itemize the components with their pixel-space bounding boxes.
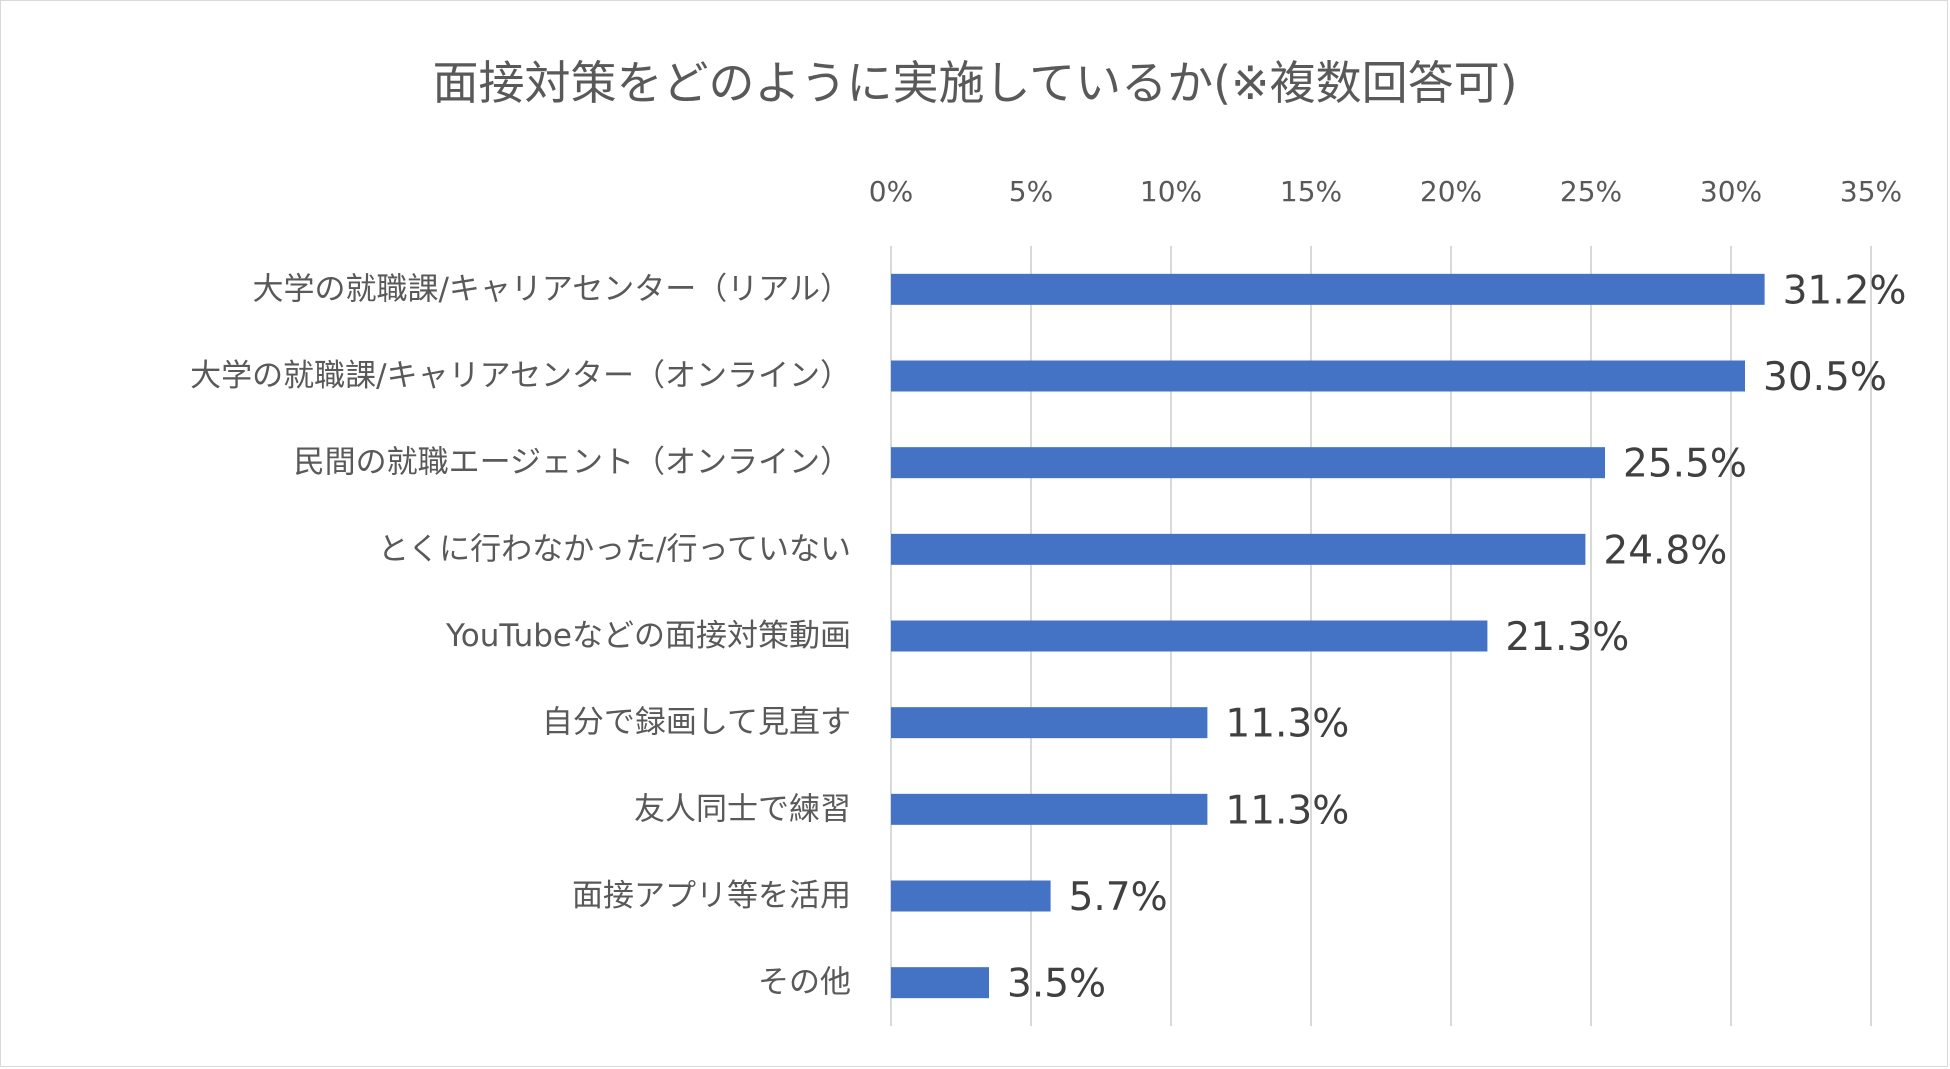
- x-tick-label: 20%: [1420, 175, 1482, 208]
- category-label: とくに行わなかった/行っていない: [378, 531, 851, 567]
- category-label: 面接アプリ等を活用: [572, 878, 851, 914]
- data-label: 5.7%: [1069, 875, 1168, 920]
- x-tick-label: 10%: [1140, 175, 1202, 208]
- x-tick-label: 0%: [869, 175, 913, 208]
- data-label: 11.3%: [1225, 702, 1349, 747]
- category-label: その他: [758, 965, 851, 1001]
- data-label: 11.3%: [1225, 788, 1349, 833]
- x-tick-label: 25%: [1560, 175, 1622, 208]
- data-label: 3.5%: [1007, 962, 1106, 1007]
- bar: [891, 273, 1765, 305]
- data-label: 31.2%: [1783, 268, 1907, 313]
- category-labels: 大学の就職課/キャリアセンター（リアル） 大学の就職課/キャリアセンター（オンライ…: [190, 271, 851, 1000]
- bar: [891, 707, 1208, 739]
- bar: [891, 793, 1208, 825]
- category-label: 自分で録画して見直す: [542, 705, 851, 741]
- bar: [891, 447, 1605, 479]
- bars: [891, 273, 1765, 999]
- data-label: 21.3%: [1505, 615, 1629, 660]
- bar: [891, 533, 1586, 565]
- category-label: 大学の就職課/キャリアセンター（リアル）: [252, 271, 851, 307]
- x-tick-label: 35%: [1840, 175, 1902, 208]
- category-label: 友人同士で練習: [634, 791, 851, 827]
- bar: [891, 967, 989, 999]
- category-label: YouTubeなどの面接対策動画: [445, 618, 851, 654]
- data-label: 30.5%: [1763, 355, 1887, 400]
- x-tick-label: 15%: [1280, 175, 1342, 208]
- x-axis-ticks: 0% 5% 10% 15% 20% 25% 30% 35%: [869, 175, 1902, 208]
- data-label: 24.8%: [1603, 528, 1727, 573]
- category-label: 大学の就職課/キャリアセンター（オンライン）: [190, 358, 851, 394]
- x-tick-label: 5%: [1009, 175, 1053, 208]
- bar: [891, 620, 1488, 652]
- category-label: 民間の就職エージェント（オンライン）: [294, 445, 851, 481]
- bar: [891, 880, 1051, 912]
- data-labels: 31.2% 30.5% 25.5% 24.8% 21.3% 11.3% 11.3% 5.7% 3…: [1007, 268, 1907, 1006]
- x-tick-label: 30%: [1700, 175, 1762, 208]
- data-label: 25.5%: [1623, 442, 1747, 487]
- bar: [891, 360, 1745, 392]
- chart-title: 面接対策をどのように実施しているか(※複数回答可): [432, 56, 1517, 110]
